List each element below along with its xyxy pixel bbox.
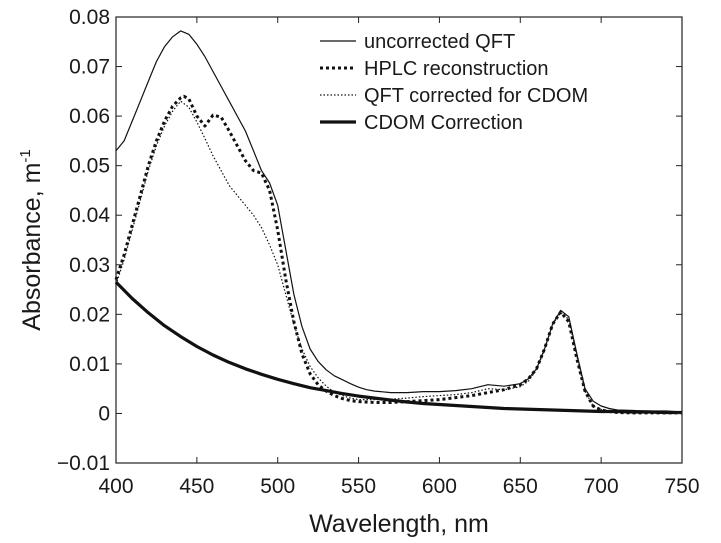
y-tick-label: 0.04	[69, 204, 110, 227]
x-tick-label: 400	[98, 475, 133, 498]
series-line-hplc-reconstruction	[114, 94, 682, 415]
x-tick-label: 700	[584, 475, 619, 498]
y-tick-label: −0.01	[57, 452, 110, 475]
y-tick-label: 0.08	[69, 6, 110, 29]
x-tick-label: 550	[341, 475, 376, 498]
y-tick-label: 0.05	[69, 155, 110, 178]
y-tick-label: 0.03	[69, 254, 110, 277]
x-tick-label: 600	[422, 475, 457, 498]
y-axis-title-superscript: -1	[17, 149, 34, 162]
plot-frame	[115, 16, 683, 464]
tick-layer: 400 450 500 550 600 650 700 750 −0.01 0 0.01 0.02 0.…	[57, 6, 700, 498]
x-tick-label: 500	[260, 475, 295, 498]
legend: uncorrected QFT HPLC reconstruction QFT co…	[320, 31, 588, 134]
y-tick-label: 0	[98, 402, 110, 425]
x-tick-label: 750	[664, 475, 699, 498]
legend-label: uncorrected QFT	[364, 31, 515, 53]
y-axis-title-main: Absorbance, m	[18, 163, 46, 331]
x-tick-label: 650	[503, 475, 538, 498]
y-axis-title: Absorbance, m-1	[17, 149, 46, 330]
y-tick-label: 0.07	[69, 56, 110, 79]
series-line-uncorrected-qft	[115, 30, 683, 413]
legend-label: CDOM Correction	[364, 112, 523, 134]
legend-label: QFT corrected for CDOM	[364, 85, 588, 107]
x-tick-label: 450	[179, 475, 214, 498]
series-layer	[114, 30, 683, 415]
legend-label: HPLC reconstruction	[364, 58, 549, 80]
y-tick-label: 0.01	[69, 353, 110, 376]
y-tick-label: 0.02	[69, 303, 110, 326]
y-tick-label: 0.06	[69, 105, 110, 128]
series-line-qft-corrected-for-cdom	[115, 100, 683, 414]
x-axis-title: Wavelength, nm	[309, 510, 489, 538]
series-line-cdom-correction	[114, 280, 682, 415]
